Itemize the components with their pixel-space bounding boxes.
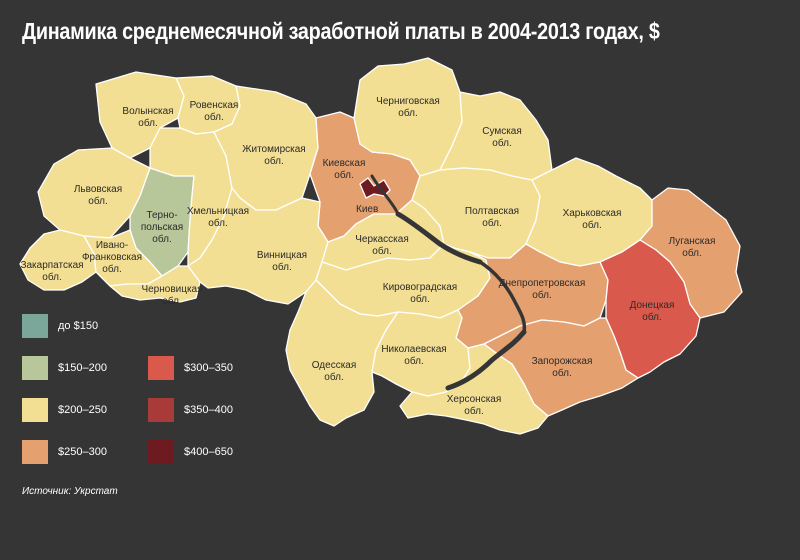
region-label-lviv: Львовская обл. <box>74 184 122 207</box>
region-label-kirovohrad: Кировоградская обл. <box>383 282 457 305</box>
region-label-vinnytsia: Винницкая обл. <box>257 250 307 273</box>
region-label-volyn: Волынская обл. <box>122 106 173 129</box>
region-odesa <box>285 279 399 427</box>
legend-label-range-150: до $150 <box>58 320 99 332</box>
region-label-chernihiv: Черниговская обл. <box>376 96 440 119</box>
region-label-ternopil: Терно-польская обл. <box>141 210 183 245</box>
legend-label-range-300-350: $300–350 <box>184 362 233 374</box>
legend-label-range-350-400: $350–400 <box>184 404 233 416</box>
legend-swatch-range-200-250 <box>22 398 48 422</box>
region-label-ivano-frankivsk: Ивано-Франковская обл. <box>82 240 142 275</box>
region-label-cherkasy: Черкасская обл. <box>355 234 409 257</box>
region-kherson <box>399 343 549 435</box>
region-label-kyiv-city: Киев <box>356 204 378 215</box>
region-label-kherson: Херсонская обл. <box>447 394 502 417</box>
legend-swatch-range-300-350 <box>148 356 174 380</box>
dnieper-river <box>370 174 527 391</box>
legend-swatch-range-150 <box>22 314 48 338</box>
region-label-poltava: Полтавская обл. <box>465 206 519 229</box>
region-label-luhansk: Луганская обл. <box>669 236 716 259</box>
region-label-rivne: Ровенская обл. <box>190 100 239 123</box>
legend-label-range-200-250: $200–250 <box>58 404 107 416</box>
region-label-kyiv-oblast: Киевская обл. <box>323 158 366 181</box>
region-label-odesa: Одесская обл. <box>312 360 357 383</box>
region-label-zaporizhzhia: Запорожская обл. <box>532 356 593 379</box>
source-note: Источник: Укрстат <box>22 486 118 497</box>
legend-swatch-range-350-400 <box>148 398 174 422</box>
region-label-khmelnytskyi: Хмельницкая обл. <box>187 206 249 229</box>
legend-swatch-range-150-200 <box>22 356 48 380</box>
legend-swatch-range-400-650 <box>148 440 174 464</box>
region-label-mykolaiv: Николаевская обл. <box>381 344 446 367</box>
region-label-zakarpattia: Закарпатская обл. <box>20 260 83 283</box>
legend-label-range-250-300: $250–300 <box>58 446 107 458</box>
legend-label-range-150-200: $150–200 <box>58 362 107 374</box>
region-vinnytsia <box>187 187 329 305</box>
legend-label-range-400-650: $400–650 <box>184 446 233 458</box>
region-label-dnipropetrovsk: Днепропетровская обл. <box>499 278 586 301</box>
legend-swatch-range-250-300 <box>22 440 48 464</box>
region-label-donetsk: Донецкая обл. <box>630 300 675 323</box>
region-label-zhytomyr: Житомирская обл. <box>242 144 305 167</box>
region-label-sumy: Сумская обл. <box>482 126 522 149</box>
region-label-kharkiv: Харьковская обл. <box>563 208 622 231</box>
region-label-chernivtsi: Черновицкая обл. <box>141 284 202 307</box>
map-title: Динамика среднемесячной заработной платы… <box>22 18 660 44</box>
